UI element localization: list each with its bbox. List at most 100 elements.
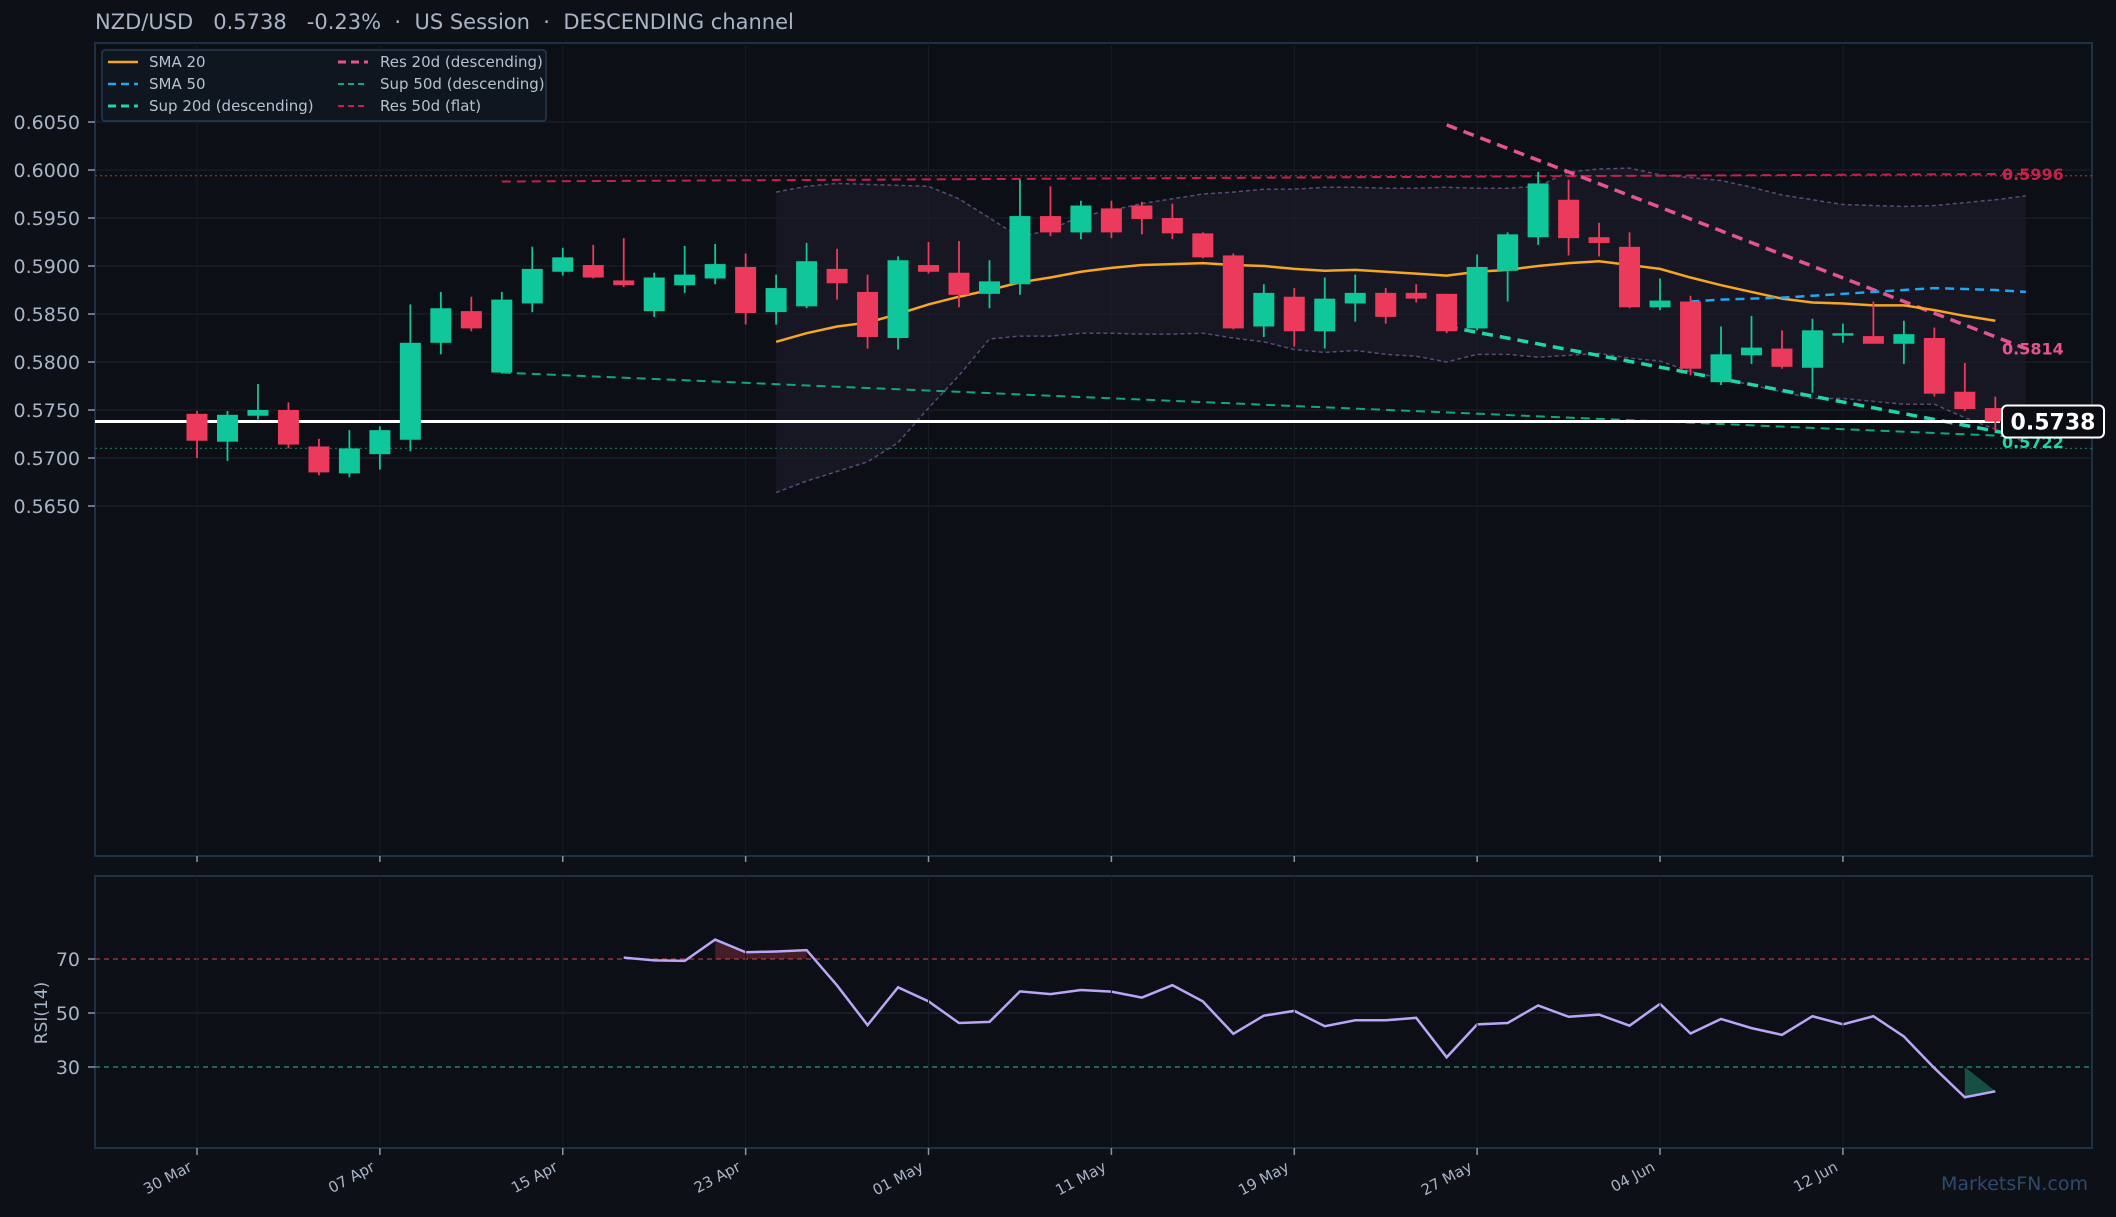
- change-label: -0.23%: [306, 10, 382, 34]
- rsi-panel-frame: [94, 875, 2093, 1149]
- legend-sup20: Sup 20d (descending): [149, 97, 314, 115]
- price-axis: 0.5650 0.5700 0.5750 0.5800 0.5850 0.5900 0.59…: [14, 112, 95, 518]
- price-tick-label: 0.5950: [14, 208, 80, 230]
- candles: [186, 171, 2006, 478]
- candle-body: [491, 299, 513, 373]
- candle-body: [186, 413, 208, 441]
- candle-body: [1344, 292, 1366, 304]
- candle: [887, 256, 909, 350]
- candle: [1740, 315, 1762, 364]
- candle-body: [1100, 208, 1122, 233]
- candle-body: [1649, 300, 1671, 308]
- candle-body: [1801, 330, 1823, 368]
- candle-body: [1314, 298, 1336, 332]
- price-label: 0.5738: [213, 10, 287, 34]
- candle-body: [1893, 334, 1915, 344]
- price-tick-label: 0.6050: [14, 112, 80, 134]
- candle: [186, 410, 208, 458]
- chart-header: NZD/USD 0.5738 -0.23% · US Session · DES…: [95, 10, 794, 34]
- res-20d-descending-line: [1446, 123, 2027, 351]
- candle-body: [338, 448, 360, 474]
- candle: [1862, 301, 1884, 344]
- x-tick-label: 19 May: [1235, 1158, 1292, 1200]
- watermark: MarketsFN.com: [1941, 1173, 2088, 1195]
- candle: [1680, 295, 1702, 376]
- candle: [765, 274, 787, 325]
- channel-label: DESCENDING channel: [563, 10, 794, 34]
- price-tick-label: 0.5650: [14, 496, 80, 518]
- price-tick-label: 0.5900: [14, 256, 80, 278]
- candle-body: [430, 308, 452, 343]
- candle: [1832, 323, 1854, 343]
- candle-body: [399, 342, 421, 440]
- candle: [796, 242, 818, 309]
- candle: [460, 296, 482, 332]
- price-tick-label: 0.5750: [14, 400, 80, 422]
- price-tick-label: 0.5800: [14, 352, 80, 374]
- candle: [277, 402, 299, 449]
- candle-body: [582, 265, 604, 278]
- candle: [1222, 253, 1244, 330]
- candle: [704, 243, 726, 285]
- candle-body: [1862, 336, 1884, 344]
- candle-body: [1192, 233, 1214, 258]
- rsi-ylabel: RSI(14): [32, 982, 52, 1045]
- candle-body: [247, 410, 269, 416]
- res50-value-label: 0.5996: [2002, 165, 2064, 184]
- candle-body: [613, 280, 635, 286]
- rsi-axis: 30 50 70: [56, 949, 95, 1079]
- sup-20d-descending-line: [1446, 324, 2027, 439]
- legend-res50: Res 50d (flat): [380, 97, 481, 115]
- x-tick-label: 01 May: [869, 1158, 926, 1200]
- candle-body: [857, 291, 879, 338]
- x-tick-label: 12 Jun: [1791, 1158, 1841, 1196]
- legend-sma20: SMA 20: [149, 53, 206, 71]
- bollinger-bands: [775, 167, 2027, 494]
- candle-body: [552, 257, 574, 272]
- candle-body: [887, 260, 909, 338]
- candle-body: [369, 430, 391, 455]
- candle-body: [1283, 296, 1305, 332]
- candle-body: [308, 446, 330, 473]
- rsi-panel: 30 50 70 RSI(14): [32, 875, 2093, 1149]
- candle: [674, 245, 696, 293]
- candle: [1923, 327, 1945, 397]
- x-tick-label: 23 Apr: [691, 1157, 744, 1197]
- x-tick-label: 15 Apr: [508, 1157, 561, 1197]
- candle: [1558, 179, 1580, 256]
- legend-box: [101, 49, 547, 122]
- candle: [1527, 171, 1549, 245]
- x-tick-label: 11 May: [1052, 1158, 1109, 1200]
- candle-body: [643, 277, 665, 312]
- candle-body: [1009, 216, 1031, 285]
- bollinger-lower: [775, 332, 2027, 494]
- x-tick-label: 27 May: [1418, 1158, 1475, 1200]
- rsi-line: [623, 938, 1996, 1099]
- candle: [552, 247, 574, 276]
- candle-body: [796, 261, 818, 307]
- candle-body: [521, 268, 543, 304]
- price-tick-label: 0.5850: [14, 304, 80, 326]
- candle: [521, 246, 543, 313]
- candle: [857, 274, 879, 349]
- legend-sma50: SMA 50: [149, 75, 206, 93]
- candle: [1649, 278, 1671, 311]
- candle: [948, 241, 970, 308]
- candle-body: [277, 410, 299, 445]
- candle-body: [216, 414, 238, 442]
- candle-body: [1954, 391, 1976, 410]
- rsi-overbought-fill: [715, 939, 807, 959]
- bollinger-fill: [776, 168, 2026, 493]
- candle-body: [1710, 354, 1732, 383]
- candle-body: [1740, 347, 1762, 356]
- rsi-oversold-fill: [1964, 1067, 1996, 1098]
- candle: [1009, 179, 1031, 295]
- candle-body: [1984, 408, 2006, 422]
- candle: [826, 248, 848, 300]
- candle: [1131, 201, 1153, 235]
- candle: [1984, 396, 2006, 432]
- candle: [369, 426, 391, 470]
- candle-body: [674, 274, 696, 286]
